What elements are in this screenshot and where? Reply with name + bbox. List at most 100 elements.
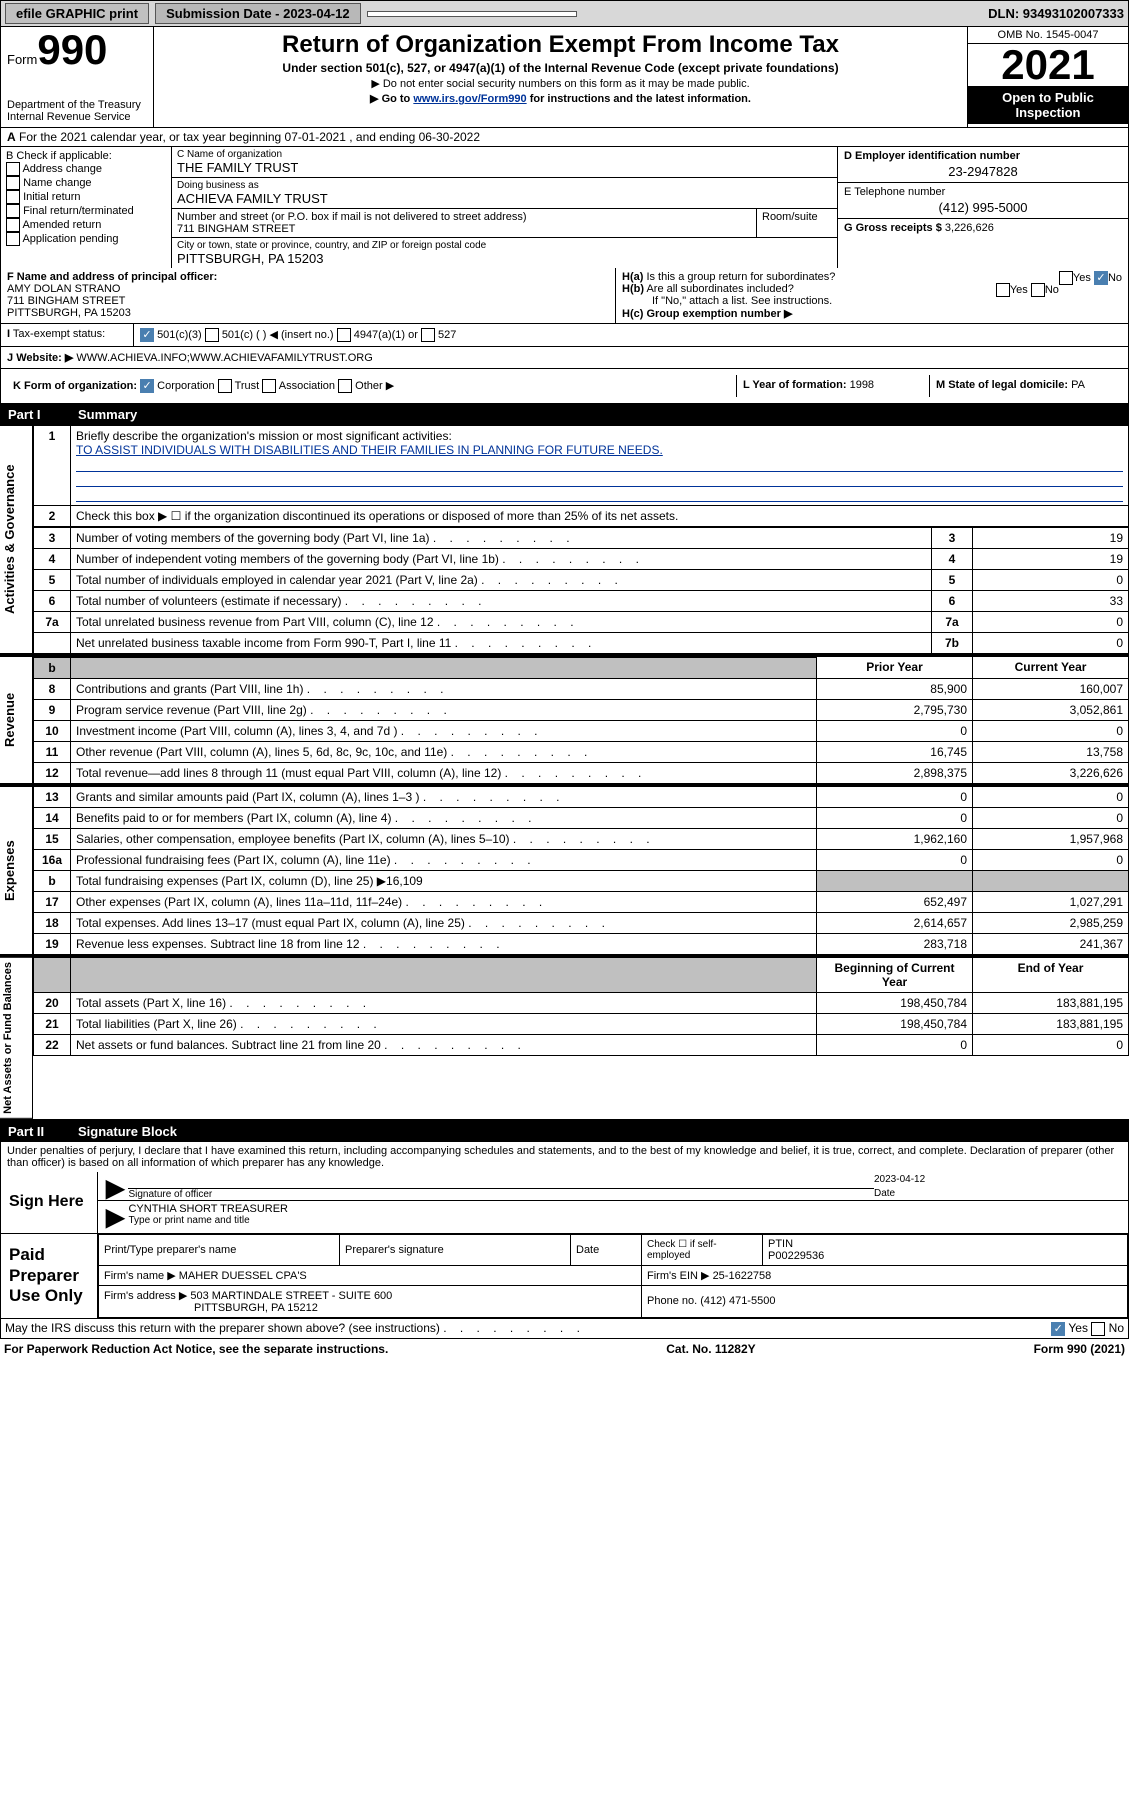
expenses-section: Expenses 13Grants and similar amounts pa…	[0, 786, 1129, 957]
c-name-row: C Name of organization THE FAMILY TRUST	[172, 147, 837, 178]
top-bar: efile GRAPHIC print Submission Date - 20…	[0, 0, 1129, 27]
net-table: Beginning of Current Year End of Year 20…	[33, 957, 1129, 1056]
tax-year-range: For the 2021 calendar year, or tax year …	[19, 130, 480, 144]
net-body: Beginning of Current Year End of Year 20…	[33, 957, 1129, 1119]
website-value: WWW.ACHIEVA.INFO;WWW.ACHIEVAFAMILYTRUST.…	[76, 352, 372, 364]
table-row: 10Investment income (Part VIII, column (…	[34, 720, 1129, 741]
table-row: 8Contributions and grants (Part VIII, li…	[34, 678, 1129, 699]
h-group: H(a) Is this a group return for subordin…	[615, 268, 1128, 323]
city-value: PITTSBURGH, PA 15203	[177, 251, 832, 266]
discuss-no: No	[1109, 1321, 1124, 1335]
check-amended[interactable]: Amended return	[6, 218, 166, 232]
i-4947-check[interactable]	[337, 328, 351, 342]
discuss-question: May the IRS discuss this return with the…	[5, 1321, 440, 1335]
q1-label: Briefly describe the organization's miss…	[76, 429, 452, 443]
table-row: 21Total liabilities (Part X, line 26)198…	[34, 1013, 1129, 1034]
footer-right: Form 990 (2021)	[1034, 1342, 1125, 1356]
prep-date-col: Date	[571, 1234, 642, 1265]
table-row: Net unrelated business taxable income fr…	[34, 632, 1129, 653]
efile-button[interactable]: efile GRAPHIC print	[5, 3, 149, 24]
row-f-h: F Name and address of principal officer:…	[0, 268, 1129, 324]
i-501c3-check[interactable]: ✓	[140, 328, 154, 342]
open-inspection-badge: Open to Public Inspection	[968, 86, 1128, 124]
discuss-yes-check[interactable]: ✓	[1051, 1322, 1065, 1336]
ssn-warning: ▶ Do not enter social security numbers o…	[162, 77, 959, 90]
hc-row: H(c) Group exemption number ▶	[622, 307, 1122, 320]
k-trust: Trust	[235, 380, 260, 392]
i-501c: 501(c) ( ) ◀ (insert no.)	[222, 329, 334, 341]
officer-addr1: 711 BINGHAM STREET	[7, 295, 125, 307]
firm-ein: 25-1622758	[713, 1270, 772, 1282]
i-501c-check[interactable]	[205, 328, 219, 342]
k-corp: Corporation	[157, 380, 214, 392]
hb-no: No	[1045, 284, 1059, 296]
g-gross: G Gross receipts $ 3,226,626	[838, 219, 1128, 237]
m-value: PA	[1071, 379, 1085, 391]
check-application-pending[interactable]: Application pending	[6, 232, 166, 246]
row-i-tax-status: I Tax-exempt status: ✓ 501(c)(3) 501(c) …	[0, 324, 1129, 347]
tax-year: 2021	[968, 44, 1128, 86]
k-other-check[interactable]	[338, 379, 352, 393]
footer-mid: Cat. No. 11282Y	[666, 1342, 755, 1356]
b-label: B Check if applicable:	[6, 150, 166, 162]
firm-addr1: 503 MARTINDALE STREET - SUITE 600	[190, 1290, 392, 1302]
e-phone: E Telephone number (412) 995-5000	[838, 183, 1128, 219]
c-city-row: City or town, state or province, country…	[172, 238, 837, 268]
check-name-change[interactable]: Name change	[6, 176, 166, 190]
hb-no-check[interactable]	[1031, 283, 1045, 297]
table-row: 4Number of independent voting members of…	[34, 548, 1129, 569]
firm-addr-label: Firm's address ▶	[104, 1290, 187, 1302]
k-label: K Form of organization:	[13, 380, 137, 392]
submission-date-text: Submission Date - 2023-04-12	[166, 6, 350, 21]
q2-text: Check this box ▶ ☐ if the organization d…	[71, 505, 1129, 526]
sig-officer-label: Signature of officer	[128, 1189, 212, 1200]
table-row: 22Net assets or fund balances. Subtract …	[34, 1034, 1129, 1055]
prep-row2: Firm's name ▶ MAHER DUESSEL CPA'S Firm's…	[99, 1265, 1128, 1285]
firm-addr2: PITTSBURGH, PA 15212	[104, 1302, 318, 1314]
check-address-change[interactable]: Address change	[6, 162, 166, 176]
arrow-icon-2: ▶	[102, 1203, 128, 1231]
hc-label: H(c) Group exemption number ▶	[622, 308, 792, 320]
check-initial-return[interactable]: Initial return	[6, 190, 166, 204]
opt-final: Final return/terminated	[23, 205, 134, 217]
d-ein: D Employer identification number 23-2947…	[838, 147, 1128, 183]
mission-line1	[76, 457, 1123, 472]
ha-no-check[interactable]: ✓	[1094, 271, 1108, 285]
sign-date-label: Date	[874, 1188, 895, 1199]
hdr-begin: Beginning of Current Year	[817, 957, 973, 992]
irs-link[interactable]: www.irs.gov/Form990	[413, 93, 526, 105]
expenses-body: 13Grants and similar amounts paid (Part …	[33, 786, 1129, 955]
part1-header: Part I Summary	[0, 404, 1129, 425]
org-name: THE FAMILY TRUST	[177, 160, 832, 175]
row-a-tax-year: A For the 2021 calendar year, or tax yea…	[0, 128, 1129, 147]
discuss-no-check[interactable]	[1091, 1322, 1105, 1336]
addr-value: 711 BINGHAM STREET	[177, 223, 751, 235]
opt-address: Address change	[22, 163, 102, 175]
k-corp-check[interactable]: ✓	[140, 379, 154, 393]
submission-date-label: Submission Date - 2023-04-12	[155, 3, 361, 24]
sign-right: ▶ Signature of officer 2023-04-12 Date ▶…	[97, 1172, 1128, 1233]
m-label: M State of legal domicile:	[936, 379, 1068, 391]
table-row: bTotal fundraising expenses (Part IX, co…	[34, 870, 1129, 891]
i-527-check[interactable]	[421, 328, 435, 342]
form-word: Form	[7, 52, 37, 67]
c-dba-row: Doing business as ACHIEVA FAMILY TRUST	[172, 178, 837, 209]
k-trust-check[interactable]	[218, 379, 232, 393]
hb-yes-check[interactable]	[996, 283, 1010, 297]
mission-text: TO ASSIST INDIVIDUALS WITH DISABILITIES …	[76, 443, 663, 457]
k-assoc-check[interactable]	[262, 379, 276, 393]
ha-row: H(a) Is this a group return for subordin…	[622, 271, 1122, 283]
table-row: 20Total assets (Part X, line 16)198,450,…	[34, 992, 1129, 1013]
form-header: Form990 Department of the Treasury Inter…	[0, 27, 1129, 128]
table-row: 19Revenue less expenses. Subtract line 1…	[34, 933, 1129, 954]
part2-title: Signature Block	[78, 1124, 177, 1139]
phone-label: E Telephone number	[844, 186, 1122, 198]
sig-name-row: ▶ CYNTHIA SHORT TREASURER Type or print …	[98, 1201, 1128, 1233]
check-final-return[interactable]: Final return/terminated	[6, 204, 166, 218]
ha-yes-check[interactable]	[1059, 271, 1073, 285]
irs-label: Internal Revenue Service	[7, 111, 147, 123]
table-row: 18Total expenses. Add lines 13–17 (must …	[34, 912, 1129, 933]
f-label: F Name and address of principal officer:	[7, 271, 217, 283]
side-governance: Activities & Governance	[0, 425, 33, 654]
prep-self-emp: Check ☐ if self-employed	[642, 1234, 763, 1265]
